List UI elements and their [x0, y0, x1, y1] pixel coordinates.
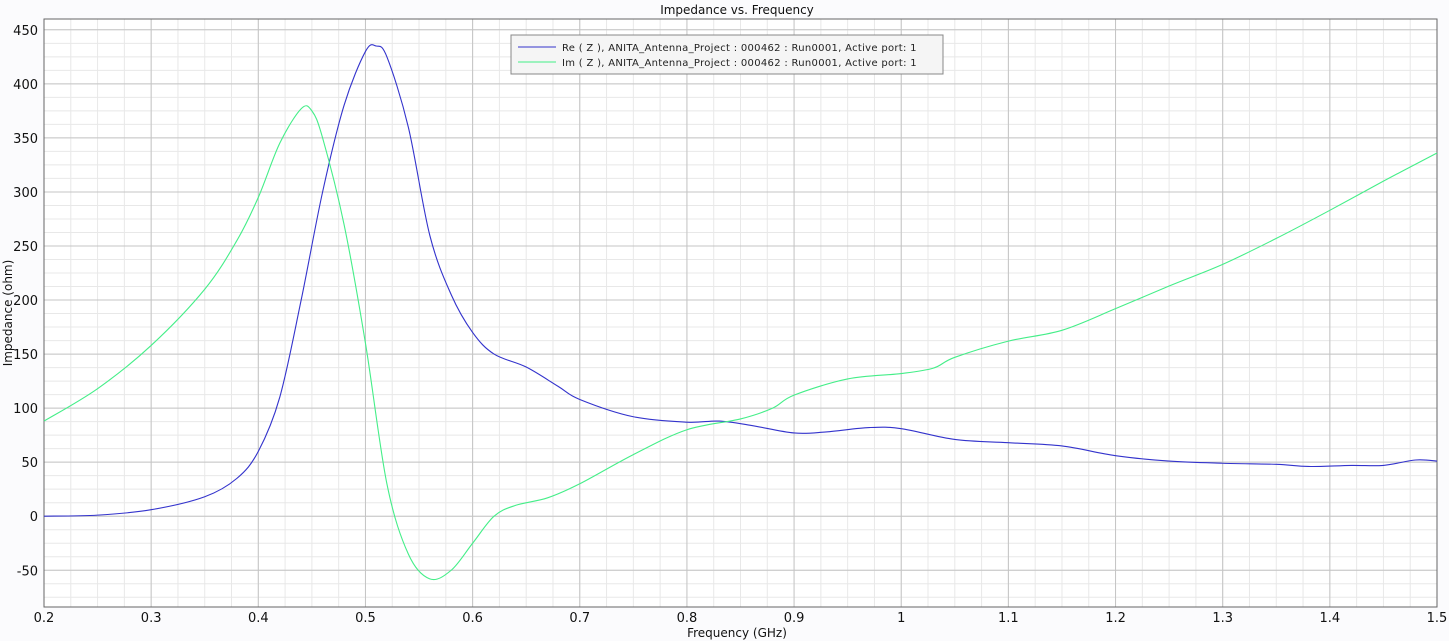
x-tick-label: 0.8: [677, 611, 698, 626]
x-tick-label: 1.4: [1320, 611, 1341, 626]
x-tick-label: 0.6: [462, 611, 483, 626]
y-tick-label: 0: [30, 510, 38, 525]
plot-area-frame: [43, 18, 1438, 608]
legend-label-re: Re ( Z ), ANITA_Antenna_Project : 000462…: [562, 43, 917, 54]
y-tick-label: 400: [13, 78, 38, 93]
grid: [43, 19, 1438, 607]
y-tick-label: 50: [21, 456, 38, 471]
y-tick-label: 450: [13, 24, 38, 39]
y-tick-label: 250: [13, 240, 38, 255]
series-line-im-z: [43, 105, 1438, 581]
x-tick-label: 0.4: [248, 611, 269, 626]
legend-label-im: Im ( Z ), ANITA_Antenna_Project : 000462…: [562, 58, 917, 69]
x-tick-label: 1.5: [1427, 611, 1448, 626]
x-tick-label: 0.2: [34, 611, 55, 626]
x-tick-label: 1.3: [1212, 611, 1233, 626]
x-tick-label: 0.3: [141, 611, 162, 626]
x-tick-label: 0.7: [569, 611, 590, 626]
series-lines: [43, 44, 1438, 581]
legend-box: [510, 34, 944, 75]
x-axis-label: Frequency (GHz): [687, 626, 787, 640]
legend: Re ( Z ), ANITA_Antenna_Project : 000462…: [510, 34, 944, 75]
y-tick-label: 350: [13, 132, 38, 147]
y-tick-label: -50: [17, 564, 38, 579]
x-tick-label: 1: [897, 611, 905, 626]
x-tick-label: 0.5: [355, 611, 376, 626]
series-line-re-z: [43, 44, 1438, 517]
x-tick-label: 1.1: [998, 611, 1019, 626]
chart-title: Impedance vs. Frequency: [660, 3, 814, 17]
y-tick-label: 100: [13, 402, 38, 417]
x-tick-label: 0.9: [784, 611, 805, 626]
y-tick-label: 200: [13, 294, 38, 309]
x-tick-label: 1.2: [1105, 611, 1126, 626]
y-axis-label: Impedance (ohm): [1, 260, 15, 367]
y-tick-label: 300: [13, 186, 38, 201]
y-tick-label: 150: [13, 348, 38, 363]
tick-labels: 0.2 0.3 0.4 0.5 0.6 0.7 0.8 0.9 1 1.1 1.2 1.3 1.4 1.5…: [13, 24, 1447, 626]
